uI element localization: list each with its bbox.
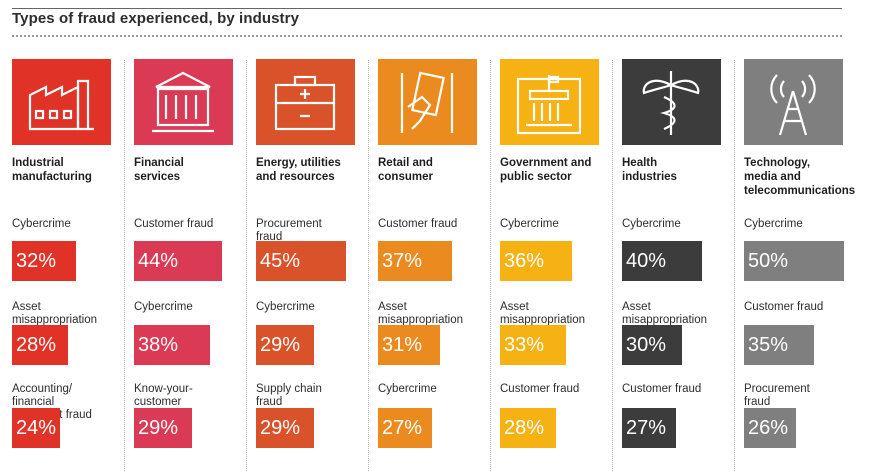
industry-icon-tile bbox=[744, 59, 843, 145]
industry-icon-tile bbox=[622, 59, 721, 145]
card-in-hand-icon bbox=[378, 59, 477, 145]
caduceus-icon bbox=[622, 59, 721, 145]
fraud-type-label: Cybercrime bbox=[256, 301, 315, 313]
fraud-type-label: Procurement fraud bbox=[744, 383, 810, 408]
column-divider bbox=[124, 60, 125, 471]
fraud-percentage-label: 44% bbox=[138, 250, 179, 272]
column-divider bbox=[368, 60, 369, 471]
fraud-bar bbox=[622, 408, 676, 448]
industry-icon-tile bbox=[12, 59, 111, 145]
fraud-percentage-label: 28% bbox=[16, 334, 57, 356]
fraud-percentage-label: 30% bbox=[626, 334, 667, 356]
fraud-bar bbox=[12, 325, 68, 365]
column-divider bbox=[490, 60, 491, 471]
industry-icon-tile bbox=[378, 59, 477, 145]
fraud-type-label: Customer fraud bbox=[134, 218, 214, 230]
fraud-bar bbox=[256, 408, 314, 448]
government-building-icon bbox=[500, 59, 599, 145]
fraud-bar bbox=[378, 241, 452, 281]
fraud-percentage-label: 36% bbox=[504, 250, 545, 272]
chart-title: Types of fraud experienced, by industry bbox=[12, 10, 300, 27]
fraud-type-label: Cybercrime bbox=[12, 218, 71, 230]
fraud-type-label: Cybercrime bbox=[744, 218, 803, 230]
fraud-percentage-label: 26% bbox=[748, 417, 789, 439]
title-divider bbox=[12, 35, 842, 37]
fraud-percentage-label: 27% bbox=[382, 417, 423, 439]
industry-name: Technology, media and telecommunications bbox=[744, 157, 856, 197]
fraud-percentage-label: 28% bbox=[504, 417, 545, 439]
antenna-tower-icon bbox=[744, 59, 843, 145]
fraud-type-label: Cybercrime bbox=[378, 383, 437, 395]
fraud-type-label: Procurement fraud bbox=[256, 218, 322, 243]
fraud-percentage-label: 32% bbox=[16, 250, 57, 272]
industry-icon-tile bbox=[500, 59, 599, 145]
fraud-percentage-label: 27% bbox=[626, 417, 667, 439]
fraud-type-label: Cybercrime bbox=[500, 218, 559, 230]
fraud-percentage-label: 24% bbox=[16, 417, 57, 439]
industry-name: Retail and consumer bbox=[378, 157, 433, 183]
bank-icon bbox=[134, 59, 233, 145]
column-divider bbox=[612, 60, 613, 471]
top-rule bbox=[12, 8, 842, 9]
industry-column: Financial services Customer fraud 44% Cyber… bbox=[134, 59, 246, 471]
fraud-percentage-label: 50% bbox=[748, 250, 789, 272]
industry-name: Industrial manufacturing bbox=[12, 157, 92, 183]
industry-column: Energy, utilities and resources Procureme… bbox=[256, 59, 368, 471]
fraud-percentage-label: 37% bbox=[382, 250, 423, 272]
fraud-type-label: Asset misappropriation bbox=[622, 301, 708, 326]
industry-icon-tile bbox=[134, 59, 233, 145]
industry-name: Financial services bbox=[134, 157, 184, 183]
column-divider bbox=[734, 60, 735, 471]
industry-column: Retail and consumer Customer fraud 37% Asse… bbox=[378, 59, 490, 471]
industry-name: Health industries bbox=[622, 157, 677, 183]
industry-column: Industrial manufacturing Cybercrime 32% Ass… bbox=[12, 59, 124, 471]
industry-column: Technology, media and telecommunications… bbox=[744, 59, 856, 471]
fraud-bar bbox=[500, 241, 572, 281]
industry-name: Government and public sector bbox=[500, 157, 592, 183]
fraud-percentage-label: 40% bbox=[626, 250, 667, 272]
fraud-bar bbox=[500, 325, 566, 365]
fraud-bar bbox=[256, 241, 346, 281]
fraud-bar bbox=[622, 241, 702, 281]
fraud-type-label: Customer fraud bbox=[622, 383, 702, 395]
fraud-type-label: Supply chain fraud bbox=[256, 383, 322, 408]
fraud-percentage-label: 31% bbox=[382, 334, 423, 356]
fraud-bar bbox=[744, 408, 796, 448]
battery-icon bbox=[256, 59, 355, 145]
fraud-percentage-label: 33% bbox=[504, 334, 545, 356]
fraud-type-label: Asset misappropriation bbox=[378, 301, 464, 326]
fraud-type-label: Customer fraud bbox=[500, 383, 580, 395]
fraud-bar bbox=[12, 408, 60, 448]
fraud-percentage-label: 29% bbox=[138, 417, 179, 439]
fraud-bar bbox=[500, 408, 556, 448]
fraud-type-label: Customer fraud bbox=[744, 301, 824, 313]
fraud-bar bbox=[744, 241, 844, 281]
fraud-bar bbox=[134, 408, 192, 448]
industry-column: Government and public sector Cybercrime 36… bbox=[500, 59, 612, 471]
fraud-bar bbox=[12, 241, 76, 281]
fraud-type-label: Asset misappropriation bbox=[500, 301, 586, 326]
fraud-bar bbox=[134, 325, 210, 365]
fraud-bar bbox=[378, 325, 440, 365]
fraud-type-label: Customer fraud bbox=[378, 218, 458, 230]
industry-column: Health industries Cybercrime 40% Asset misa… bbox=[622, 59, 734, 471]
industry-name: Energy, utilities and resources bbox=[256, 157, 341, 183]
fraud-bar bbox=[134, 241, 222, 281]
fraud-percentage-label: 29% bbox=[260, 417, 301, 439]
fraud-percentage-label: 38% bbox=[138, 334, 179, 356]
factory-icon bbox=[12, 59, 111, 145]
column-divider bbox=[246, 60, 247, 471]
industry-icon-tile bbox=[256, 59, 355, 145]
fraud-type-label: Asset misappropriation bbox=[12, 301, 98, 326]
fraud-bar bbox=[256, 325, 314, 365]
fraud-percentage-label: 35% bbox=[748, 334, 789, 356]
fraud-type-label: Cybercrime bbox=[134, 301, 193, 313]
fraud-percentage-label: 29% bbox=[260, 334, 301, 356]
fraud-bar bbox=[744, 325, 814, 365]
fraud-percentage-label: 45% bbox=[260, 250, 301, 272]
fraud-bar bbox=[622, 325, 682, 365]
fraud-bar bbox=[378, 408, 432, 448]
fraud-type-label: Cybercrime bbox=[622, 218, 681, 230]
